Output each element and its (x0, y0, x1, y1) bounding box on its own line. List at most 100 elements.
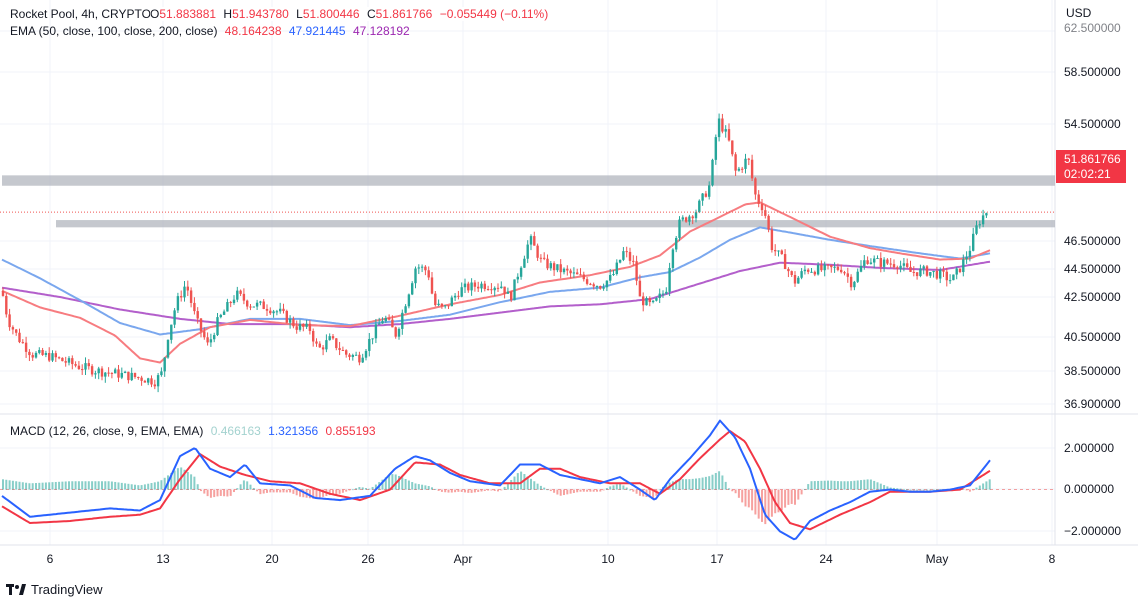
histogram-bar (28, 483, 31, 490)
candle-body (879, 258, 882, 267)
candle-body (384, 318, 387, 322)
candle-body (394, 327, 397, 337)
candle-body (404, 306, 407, 313)
ema200-line (1, 260, 991, 329)
histogram-bar (968, 489, 971, 492)
price-tick-label: 62.500000 (1064, 21, 1121, 35)
candle-body (609, 274, 612, 281)
price-tag: 51.861766 02:02:21 (1056, 150, 1126, 183)
symbol-title[interactable]: Rocket Pool, 4h, CRYPTO (10, 7, 151, 21)
candle-body (625, 251, 628, 253)
candle-body (107, 372, 110, 374)
brand-name: TradingView (31, 582, 103, 597)
histogram-bar (91, 481, 94, 490)
macd-value: 1.321356 (268, 424, 319, 438)
histogram-bar (272, 489, 275, 493)
ema-label[interactable]: EMA (50, close, 100, close, 200, close) (10, 24, 218, 38)
candle-body (849, 276, 853, 288)
histogram-bar (279, 489, 282, 493)
histogram-bar (256, 489, 259, 492)
histogram-bar (388, 474, 391, 490)
candle-body (463, 283, 467, 288)
histogram-bar (299, 489, 301, 497)
price-axis[interactable]: 36.900000 38.500000 40.500000 42.500000 44.5… (1064, 21, 1121, 538)
histogram-bar (886, 486, 889, 490)
histogram-bar (790, 489, 793, 504)
histogram-bar (206, 489, 209, 497)
histogram-bar (721, 475, 724, 490)
histogram-bar (48, 482, 51, 490)
histogram-bar (566, 489, 569, 495)
candle-body (948, 280, 952, 282)
time-tick-label: 26 (361, 552, 375, 566)
candle-body (183, 286, 186, 298)
histogram-bar (731, 489, 734, 492)
candle-body (483, 283, 486, 290)
candle-body (526, 244, 529, 259)
candle-body (90, 366, 94, 375)
candle-body (450, 297, 453, 307)
histogram-bar (665, 484, 668, 490)
macd-label[interactable]: MACD (12, 26, close, 9, EMA, EMA) (10, 424, 204, 438)
candle-body (391, 319, 394, 328)
candle-body (543, 257, 546, 259)
candle-body (919, 268, 922, 277)
candle-body (708, 185, 711, 197)
histogram-bar (127, 483, 130, 490)
candle-body (308, 323, 312, 331)
candle-body (628, 251, 632, 261)
histogram-bar (104, 481, 107, 490)
histogram-bar (196, 484, 199, 490)
histogram-bar (932, 489, 935, 491)
candle-body (381, 321, 384, 324)
candle-body (275, 311, 279, 313)
histogram-bar (318, 489, 321, 498)
candle-body (523, 258, 526, 268)
candle-body (437, 303, 440, 306)
histogram-bar (516, 473, 519, 490)
candle-body (691, 216, 694, 219)
candle-body (840, 269, 843, 273)
histogram-bar (569, 489, 572, 494)
candle-body (447, 305, 450, 307)
histogram-bar (619, 483, 622, 490)
candle-body (249, 306, 252, 308)
candle-body (239, 290, 242, 294)
candle-body (566, 268, 569, 271)
ema100-line (1, 226, 991, 336)
time-axis[interactable]: 6 13 20 26 Apr 10 17 24 May 8 (47, 552, 1056, 566)
candle-body (8, 314, 11, 328)
histogram-bar (348, 489, 351, 491)
histogram-bar (856, 480, 859, 490)
histogram-bar (490, 489, 493, 491)
histogram-bar (480, 489, 483, 492)
histogram-bar (777, 489, 780, 513)
histogram-bar (246, 481, 249, 490)
histogram-bar (543, 487, 546, 490)
histogram-bar (546, 489, 549, 491)
tradingview-logo[interactable]: TradingView (6, 582, 103, 597)
candle-body (226, 302, 229, 312)
candle-body (222, 311, 226, 315)
candle-body (255, 302, 259, 307)
histogram-bar (728, 488, 730, 490)
candle-body (24, 342, 28, 352)
open-value: 51.883881 (159, 7, 217, 21)
histogram-bar (523, 474, 526, 490)
candle-body (173, 310, 176, 325)
candle-body (18, 332, 21, 343)
resistance-zone (2, 175, 1055, 186)
candle-body (94, 373, 97, 375)
histogram-bar (216, 489, 219, 497)
candle-body (298, 324, 302, 330)
candle-body (955, 268, 958, 275)
candle-body (678, 219, 681, 238)
candle-body (213, 335, 216, 340)
candle-body (420, 266, 424, 268)
histogram-bar (209, 489, 212, 498)
candle-body (110, 372, 114, 374)
histogram-bar (691, 478, 694, 490)
histogram-bar (35, 483, 37, 490)
candle-body (698, 200, 701, 213)
